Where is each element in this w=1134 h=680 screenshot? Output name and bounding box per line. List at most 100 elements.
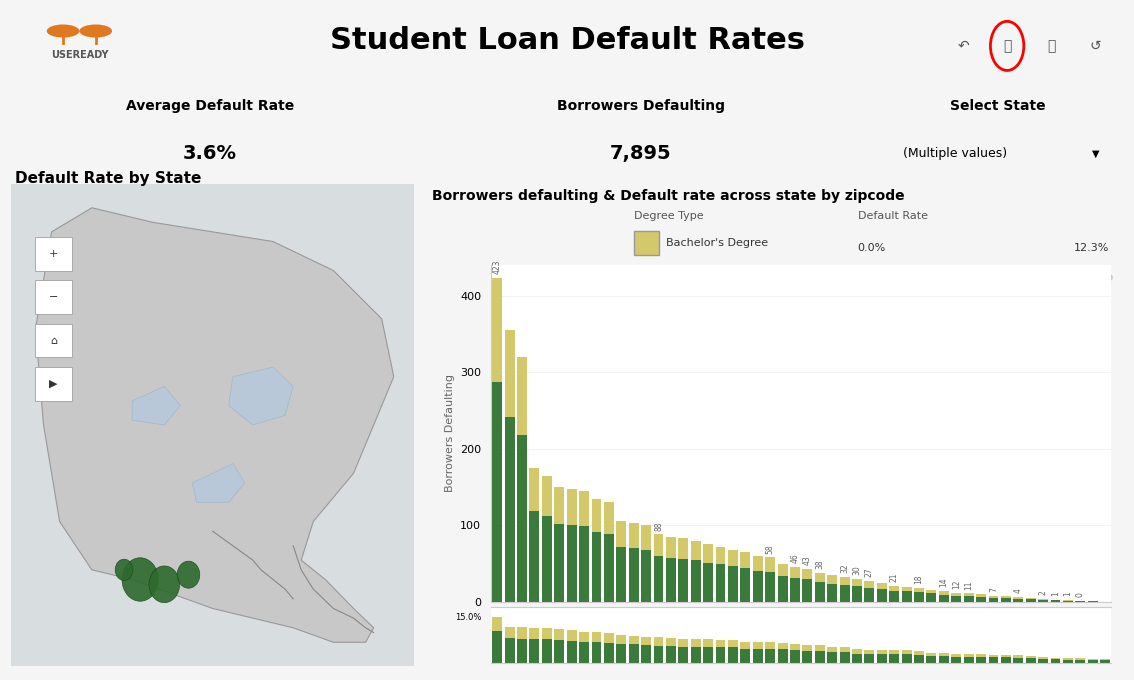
- Bar: [604, 643, 613, 663]
- Bar: [703, 639, 713, 647]
- Bar: [666, 639, 676, 646]
- Bar: [914, 651, 924, 655]
- Text: −: −: [49, 292, 58, 302]
- Circle shape: [122, 558, 159, 601]
- Bar: [864, 588, 874, 602]
- Bar: [616, 547, 626, 602]
- Text: 12.3%: 12.3%: [1074, 243, 1109, 253]
- Text: 30: 30: [853, 565, 862, 575]
- Bar: [889, 650, 899, 654]
- Bar: [765, 572, 776, 602]
- Bar: [741, 642, 751, 649]
- Bar: [877, 649, 887, 654]
- Circle shape: [116, 559, 133, 581]
- Bar: [579, 632, 589, 642]
- Bar: [666, 558, 676, 602]
- Bar: [827, 647, 837, 652]
- Text: 0: 0: [1076, 592, 1085, 597]
- Bar: [864, 581, 874, 588]
- Bar: [641, 636, 651, 645]
- Bar: [939, 591, 949, 594]
- Text: 11: 11: [964, 580, 973, 590]
- Bar: [951, 653, 962, 657]
- Bar: [703, 563, 713, 602]
- Bar: [517, 639, 527, 663]
- Bar: [35, 280, 71, 314]
- Text: Master's Degree: Master's Degree: [666, 277, 758, 287]
- Bar: [902, 654, 912, 663]
- Bar: [964, 596, 974, 602]
- Text: Student Loan Default Rates: Student Loan Default Rates: [330, 27, 804, 55]
- Bar: [839, 577, 849, 585]
- Bar: [976, 596, 987, 602]
- Bar: [803, 645, 812, 651]
- Bar: [530, 511, 540, 602]
- Text: Average Default Rate: Average Default Rate: [126, 99, 294, 114]
- Bar: [827, 652, 837, 663]
- Bar: [678, 559, 688, 602]
- Text: 43: 43: [803, 556, 812, 565]
- Bar: [716, 647, 726, 663]
- Bar: [592, 632, 601, 642]
- Bar: [989, 658, 998, 663]
- Bar: [634, 270, 659, 294]
- Bar: [753, 556, 763, 571]
- Bar: [616, 635, 626, 644]
- Bar: [634, 231, 659, 255]
- Bar: [790, 578, 799, 602]
- Bar: [628, 548, 638, 602]
- Bar: [641, 645, 651, 663]
- Bar: [964, 594, 974, 596]
- Bar: [542, 639, 552, 663]
- Bar: [567, 641, 576, 663]
- Bar: [1088, 660, 1098, 663]
- Text: 38: 38: [815, 559, 824, 569]
- Bar: [765, 643, 776, 649]
- Bar: [951, 596, 962, 602]
- Bar: [803, 579, 812, 602]
- Bar: [542, 516, 552, 602]
- Text: 14: 14: [939, 577, 948, 588]
- Bar: [914, 655, 924, 663]
- Bar: [728, 549, 738, 566]
- Bar: [889, 585, 899, 591]
- Bar: [716, 547, 726, 564]
- Bar: [505, 417, 515, 602]
- Bar: [778, 643, 787, 649]
- Bar: [604, 534, 613, 602]
- Bar: [678, 539, 688, 559]
- Text: 7: 7: [989, 587, 998, 592]
- Bar: [728, 566, 738, 602]
- Bar: [951, 657, 962, 663]
- Bar: [1038, 659, 1048, 663]
- Bar: [1014, 658, 1023, 663]
- Bar: [703, 647, 713, 663]
- Bar: [852, 579, 862, 586]
- Bar: [628, 636, 638, 645]
- Text: Default Rate by State: Default Rate by State: [16, 171, 202, 186]
- Text: Borrowers defaulting & Default rate across state by zipcode: Borrowers defaulting & Default rate acro…: [432, 189, 905, 203]
- Y-axis label: Borrowers Defaulting: Borrowers Defaulting: [445, 375, 455, 492]
- Bar: [703, 545, 713, 563]
- Bar: [517, 435, 527, 602]
- Bar: [815, 573, 824, 582]
- Bar: [579, 642, 589, 663]
- Bar: [1014, 597, 1023, 598]
- Bar: [1014, 598, 1023, 602]
- Bar: [579, 491, 589, 526]
- Circle shape: [848, 271, 866, 284]
- Bar: [1100, 660, 1110, 663]
- Bar: [35, 367, 71, 401]
- Bar: [492, 617, 502, 632]
- Bar: [1026, 658, 1035, 663]
- Bar: [1063, 600, 1073, 602]
- Bar: [1088, 659, 1098, 660]
- Bar: [678, 639, 688, 647]
- Bar: [926, 590, 937, 594]
- Text: 423: 423: [493, 260, 501, 274]
- Bar: [1050, 600, 1060, 602]
- Bar: [653, 637, 663, 645]
- Bar: [628, 645, 638, 663]
- Bar: [889, 591, 899, 602]
- Bar: [666, 537, 676, 558]
